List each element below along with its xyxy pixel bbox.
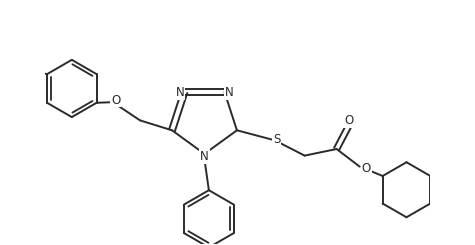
Text: N: N [176, 86, 184, 99]
Text: O: O [344, 114, 353, 127]
Text: O: O [361, 162, 371, 175]
Text: N: N [225, 86, 233, 99]
Text: N: N [200, 150, 209, 163]
Text: O: O [111, 94, 121, 107]
Text: S: S [273, 133, 280, 146]
